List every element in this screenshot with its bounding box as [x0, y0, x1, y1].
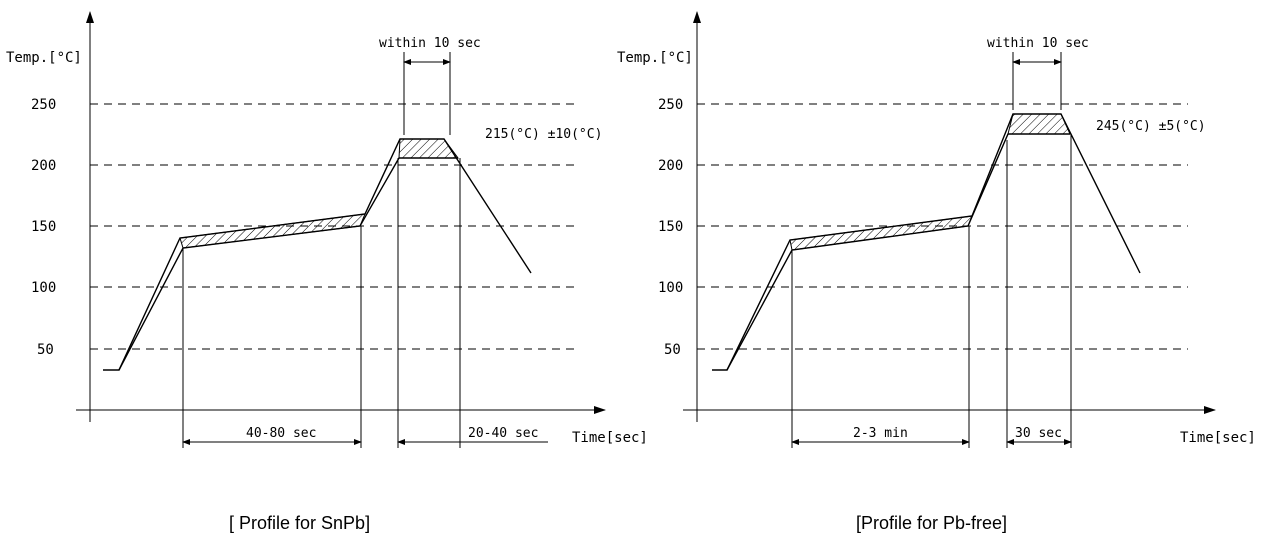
tick-150: 150	[658, 219, 683, 235]
pbfree-profile-chart: Temp.[°C] 250 200 150 100 50 Time[sec] w…	[617, 11, 1256, 533]
soak-duration-label: 2-3 min	[853, 426, 908, 441]
peak-tolerance-band	[1007, 113, 1071, 135]
x-axis-label: Time[sec]	[572, 430, 648, 446]
reflow-duration-label: 20-40 sec	[468, 426, 538, 441]
soak-tolerance-band	[789, 215, 973, 251]
peak-tolerance-band	[398, 138, 459, 159]
profile-upper-line	[103, 138, 532, 371]
tick-200: 200	[31, 158, 56, 174]
soak-duration-label: 40-80 sec	[246, 426, 316, 441]
tick-250: 250	[658, 97, 683, 113]
x-axis-label: Time[sec]	[1180, 430, 1256, 446]
tick-50: 50	[664, 342, 681, 358]
peak-temp-label: 245(°C) ±5(°C)	[1096, 119, 1206, 134]
y-axis-label: Temp.[°C]	[617, 50, 693, 66]
chart-caption: [Profile for Pb-free]	[856, 513, 1007, 533]
reflow-duration-label: 30 sec	[1015, 426, 1062, 441]
tick-200: 200	[658, 158, 683, 174]
peak-window-label: within 10 sec	[379, 36, 481, 51]
profile-lower-line	[726, 133, 1070, 371]
tick-100: 100	[658, 280, 683, 296]
profile-upper-line	[712, 113, 1141, 371]
tick-250: 250	[31, 97, 56, 113]
tick-100: 100	[31, 280, 56, 296]
y-axis-label: Temp.[°C]	[6, 50, 82, 66]
tick-150: 150	[31, 219, 56, 235]
chart-caption: [ Profile for SnPb]	[229, 513, 370, 533]
soak-tolerance-band	[179, 213, 366, 249]
peak-window-label: within 10 sec	[987, 36, 1089, 51]
tick-50: 50	[37, 342, 54, 358]
peak-temp-label: 215(°C) ±10(°C)	[485, 127, 602, 142]
profile-lower-line	[118, 157, 458, 371]
snpb-profile-chart: Temp.[°C] 250 200 150 100 50 Time[sec] w…	[6, 11, 648, 533]
